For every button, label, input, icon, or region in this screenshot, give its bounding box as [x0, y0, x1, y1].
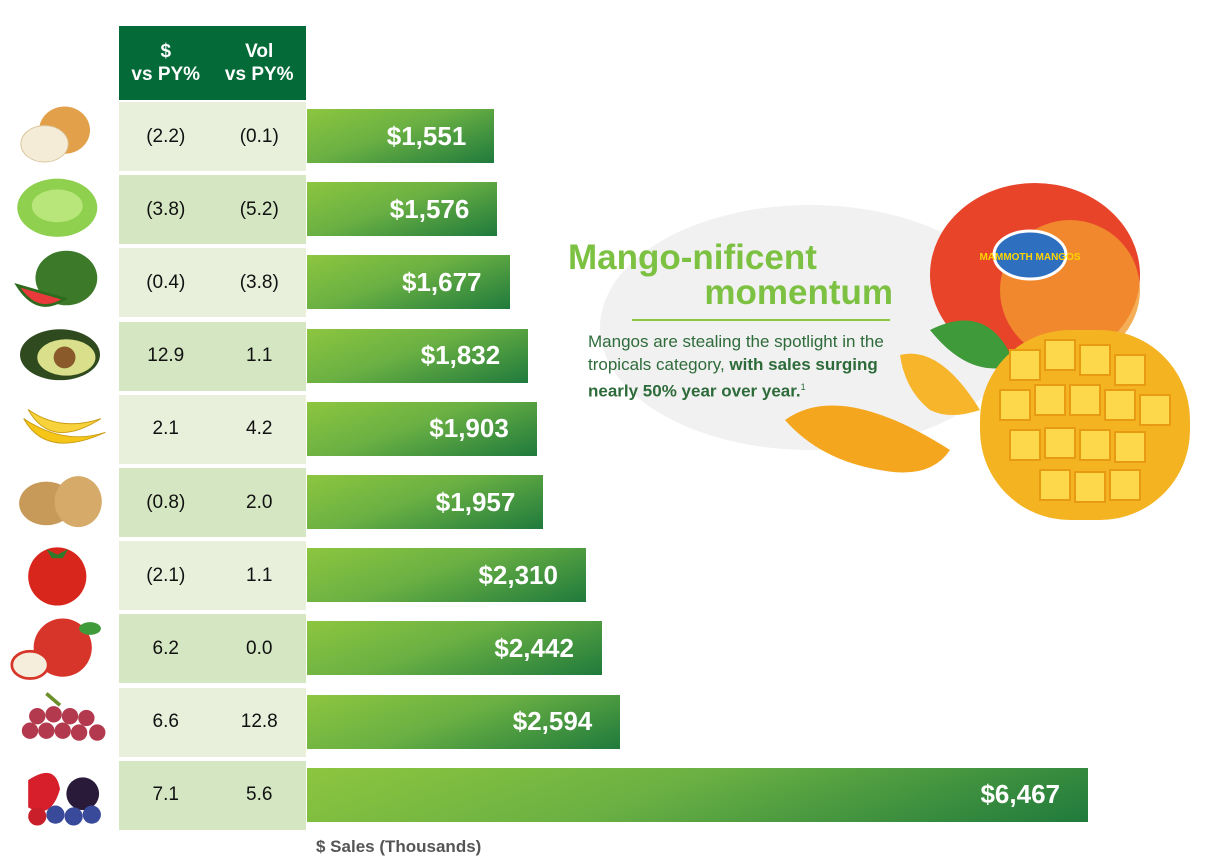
- bar: $1,576: [307, 182, 498, 237]
- table-row: (3.8) (5.2): [119, 175, 306, 245]
- bar: $2,442: [307, 621, 602, 676]
- table-row: 6.6 12.8: [119, 687, 306, 757]
- bar-value-label: $1,903: [429, 413, 509, 444]
- mango-image: MAMMOTH MANGOS: [785, 183, 1190, 520]
- callout-body: Mangos are stealing the spotlight in the…: [588, 330, 888, 403]
- onion-icon: [20, 106, 90, 163]
- bar: $2,310: [307, 548, 586, 603]
- dollar-vs-py-cell: (0.4): [146, 271, 186, 293]
- lettuce-icon: [17, 178, 98, 238]
- bar-value-label: $2,310: [478, 559, 558, 590]
- dollar-vs-py-cell: 12.9: [147, 345, 185, 367]
- bar: $1,832: [307, 328, 529, 383]
- dollar-vs-py-cell: 6.6: [152, 711, 179, 733]
- vol-vs-py-cell: 2.0: [246, 491, 273, 513]
- dollar-vs-py-cell: (2.2): [146, 125, 186, 147]
- bar-value-label: $6,467: [980, 779, 1060, 810]
- dollar-vs-py-cell: (3.8): [146, 198, 186, 220]
- sticker-text: MAMMOTH MANGOS: [979, 252, 1080, 263]
- banana-icon: [23, 408, 106, 444]
- callout-title-line1: Mango-nificent: [568, 238, 817, 277]
- bar-value-label: $1,957: [435, 486, 516, 517]
- tomato-icon: [28, 547, 87, 606]
- bar-value-label: $1,576: [389, 193, 470, 224]
- vol-vs-py-cell: 1.1: [246, 564, 273, 586]
- bar-value-label: $2,442: [494, 632, 574, 663]
- table-row: 2.1 4.2: [119, 394, 306, 464]
- callout-body-bold: with sales surging nearly 50% year over …: [588, 355, 878, 401]
- callout-body-regular: Mangos are stealing the spotlight in the…: [588, 332, 884, 374]
- bar-value-label: $1,677: [401, 266, 482, 297]
- bar: $2,594: [307, 694, 621, 749]
- dollar-vs-py-cell: (2.1): [146, 564, 186, 586]
- vol-vs-py-cell: (3.8): [239, 271, 279, 293]
- callout-title: Mango-nificent momentum: [568, 240, 893, 310]
- callout-divider: [632, 319, 890, 321]
- bar: $1,677: [307, 255, 510, 310]
- bar: $6,467: [307, 767, 1088, 822]
- bar-value-label: $2,594: [512, 706, 593, 737]
- vol-vs-py-cell: 0.0: [246, 637, 273, 659]
- table-row: 6.2 0.0: [119, 614, 306, 684]
- x-axis-label: $ Sales (Thousands): [316, 837, 482, 856]
- header-vol-vs-py: Vol vs PY%: [224, 41, 294, 85]
- vol-vs-py-cell: 1.1: [246, 345, 273, 367]
- avocado-icon: [20, 328, 100, 380]
- potato-icon: [19, 476, 102, 528]
- table-row: 12.9 1.1: [119, 321, 306, 391]
- callout-title-line2: momentum: [704, 273, 893, 312]
- table-row: (0.4) (3.8): [119, 248, 306, 318]
- watermelon-icon: [14, 251, 98, 308]
- dollar-vs-py-cell: 6.2: [152, 637, 179, 659]
- table-row: (2.2) (0.1): [119, 102, 306, 171]
- header-dollar-vs-py: $ vs PY%: [131, 41, 201, 85]
- bar-value-label: $1,551: [386, 120, 467, 151]
- dollar-vs-py-cell: (0.8): [146, 491, 186, 513]
- table-row: (2.1) 1.1: [119, 541, 306, 611]
- vol-vs-py-cell: 4.2: [246, 418, 273, 440]
- table-row: 7.1 5.6: [119, 760, 306, 830]
- bar-value-label: $1,832: [420, 340, 501, 371]
- apple-icon: [10, 618, 101, 681]
- table-header: $ vs PY% Vol vs PY%: [119, 26, 306, 100]
- table-row: (0.8) 2.0: [119, 468, 306, 537]
- dollar-vs-py-cell: 2.1: [152, 418, 179, 440]
- bar: $1,903: [307, 401, 537, 456]
- dollar-vs-py-cell: 7.1: [152, 784, 179, 806]
- grapes-icon: [21, 691, 106, 741]
- bar: $1,957: [307, 475, 544, 529]
- vol-vs-py-cell: (5.2): [239, 198, 279, 220]
- vol-vs-py-cell: (0.1): [239, 125, 279, 147]
- vol-vs-py-cell: 5.6: [246, 784, 273, 806]
- berries-icon: [28, 772, 101, 826]
- bar: $1,551: [307, 109, 495, 163]
- vol-vs-py-cell: 12.8: [240, 711, 278, 733]
- footnote-marker: 1: [800, 382, 806, 392]
